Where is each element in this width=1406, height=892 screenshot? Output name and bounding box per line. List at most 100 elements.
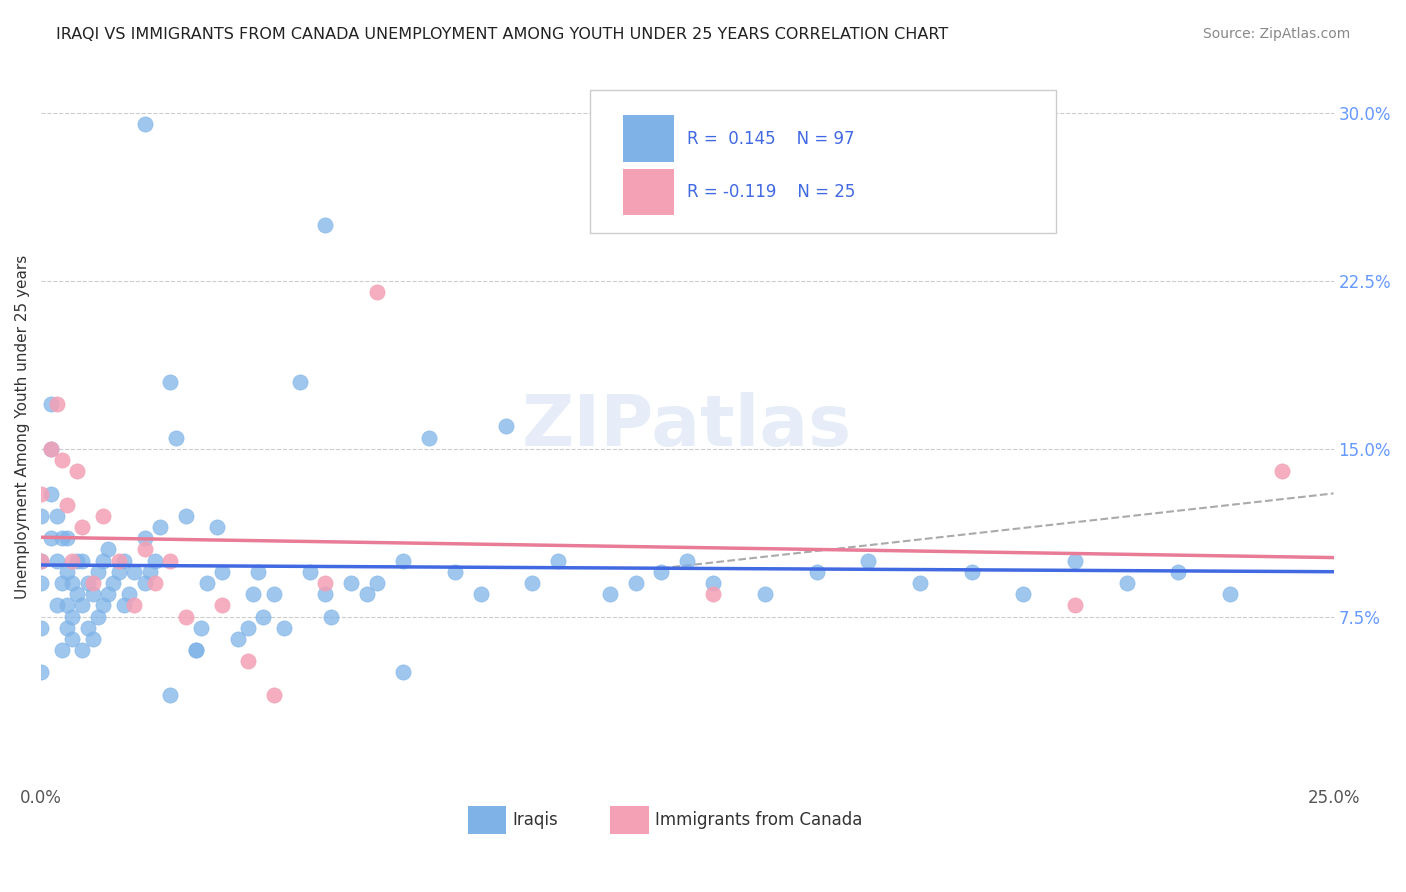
Iraqis [66,554,89,568]
Bar [623,115,675,161]
Immigrants from Canada [134,542,156,557]
Iraqis [134,118,156,132]
Immigrants from Canada [211,599,233,613]
Iraqis [1167,565,1189,579]
Iraqis [60,632,83,646]
Immigrants from Canada [159,554,181,568]
Iraqis [82,632,104,646]
Iraqis [56,621,79,635]
Iraqis [702,576,724,591]
Iraqis [51,531,73,545]
Iraqis [443,565,465,579]
Iraqis [30,665,52,680]
Iraqis [30,576,52,591]
Iraqis [159,688,181,702]
Iraqis [908,576,931,591]
Iraqis [599,587,621,601]
Iraqis [960,565,983,579]
Iraqis [547,554,569,568]
Immigrants from Canada [30,554,52,568]
Iraqis [72,643,94,657]
Text: Source: ZipAtlas.com: Source: ZipAtlas.com [1202,27,1350,41]
Iraqis [76,621,98,635]
Iraqis [495,419,517,434]
Immigrants from Canada [82,576,104,591]
Iraqis [103,576,125,591]
Bar [623,169,675,215]
Iraqis [134,576,156,591]
Iraqis [298,565,321,579]
Text: ZIPatlas: ZIPatlas [522,392,852,461]
Iraqis [60,609,83,624]
Iraqis [41,486,63,500]
Iraqis [72,599,94,613]
Immigrants from Canada [174,609,197,624]
Iraqis [45,554,67,568]
Iraqis [1012,587,1035,601]
Immigrants from Canada [45,397,67,411]
Iraqis [56,531,79,545]
Immigrants from Canada [122,599,145,613]
Iraqis [134,531,156,545]
Iraqis [56,565,79,579]
Immigrants from Canada [41,442,63,456]
Immigrants from Canada [72,520,94,534]
Iraqis [118,587,141,601]
Immigrants from Canada [1271,464,1294,478]
Iraqis [806,565,828,579]
Iraqis [247,565,270,579]
Immigrants from Canada [366,285,388,300]
Iraqis [112,554,135,568]
Iraqis [418,431,440,445]
Iraqis [211,565,233,579]
Iraqis [51,576,73,591]
Iraqis [45,508,67,523]
Iraqis [91,554,114,568]
Iraqis [366,576,388,591]
Text: R =  0.145    N = 97: R = 0.145 N = 97 [688,129,855,148]
Iraqis [41,442,63,456]
Bar [468,805,506,834]
Iraqis [754,587,776,601]
Text: Immigrants from Canada: Immigrants from Canada [655,811,862,829]
Immigrants from Canada [51,453,73,467]
Immigrants from Canada [702,587,724,601]
Iraqis [91,599,114,613]
Text: R = -0.119    N = 25: R = -0.119 N = 25 [688,184,856,202]
Iraqis [392,665,415,680]
Iraqis [314,587,336,601]
Iraqis [30,554,52,568]
Iraqis [87,565,110,579]
Iraqis [159,375,181,389]
Iraqis [356,587,378,601]
Immigrants from Canada [1064,599,1087,613]
Iraqis [97,542,120,557]
Iraqis [186,643,208,657]
Immigrants from Canada [263,688,285,702]
Iraqis [1115,576,1137,591]
Immigrants from Canada [236,654,259,668]
Iraqis [143,554,166,568]
Immigrants from Canada [30,486,52,500]
Iraqis [676,554,699,568]
Iraqis [122,565,145,579]
Iraqis [112,599,135,613]
Immigrants from Canada [107,554,129,568]
Iraqis [1219,587,1241,601]
Text: Iraqis: Iraqis [513,811,558,829]
Iraqis [97,587,120,601]
Iraqis [76,576,98,591]
Iraqis [30,508,52,523]
Iraqis [522,576,544,591]
Iraqis [273,621,295,635]
Iraqis [45,599,67,613]
Iraqis [1064,554,1087,568]
Iraqis [30,621,52,635]
Immigrants from Canada [143,576,166,591]
Iraqis [82,587,104,601]
Immigrants from Canada [91,508,114,523]
Iraqis [340,576,363,591]
Iraqis [319,609,342,624]
Iraqis [41,531,63,545]
Iraqis [263,587,285,601]
